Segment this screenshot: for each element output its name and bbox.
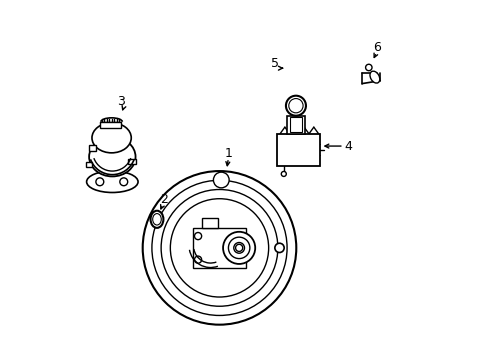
Bar xyxy=(192,228,246,267)
Ellipse shape xyxy=(369,71,379,83)
Circle shape xyxy=(142,171,296,325)
Circle shape xyxy=(96,178,103,186)
Bar xyxy=(287,116,304,134)
Circle shape xyxy=(223,232,255,264)
Circle shape xyxy=(213,172,229,188)
Bar xyxy=(276,134,319,166)
Bar xyxy=(128,158,135,164)
Circle shape xyxy=(285,96,305,116)
Text: 2: 2 xyxy=(160,193,168,206)
Circle shape xyxy=(120,178,127,186)
Circle shape xyxy=(274,243,284,252)
Ellipse shape xyxy=(92,123,131,153)
Circle shape xyxy=(281,171,285,176)
Ellipse shape xyxy=(89,137,135,176)
Circle shape xyxy=(365,64,371,71)
Circle shape xyxy=(194,256,201,263)
Ellipse shape xyxy=(150,211,163,228)
Bar xyxy=(201,217,217,228)
Text: 3: 3 xyxy=(117,95,125,108)
Text: 1: 1 xyxy=(224,147,232,160)
Bar xyxy=(85,162,92,167)
Text: 4: 4 xyxy=(344,140,351,153)
Bar xyxy=(290,117,301,132)
Text: 5: 5 xyxy=(270,57,278,71)
Bar xyxy=(100,122,121,128)
Text: 6: 6 xyxy=(372,41,380,54)
Circle shape xyxy=(194,233,201,240)
Bar xyxy=(89,145,95,151)
Ellipse shape xyxy=(86,171,138,193)
